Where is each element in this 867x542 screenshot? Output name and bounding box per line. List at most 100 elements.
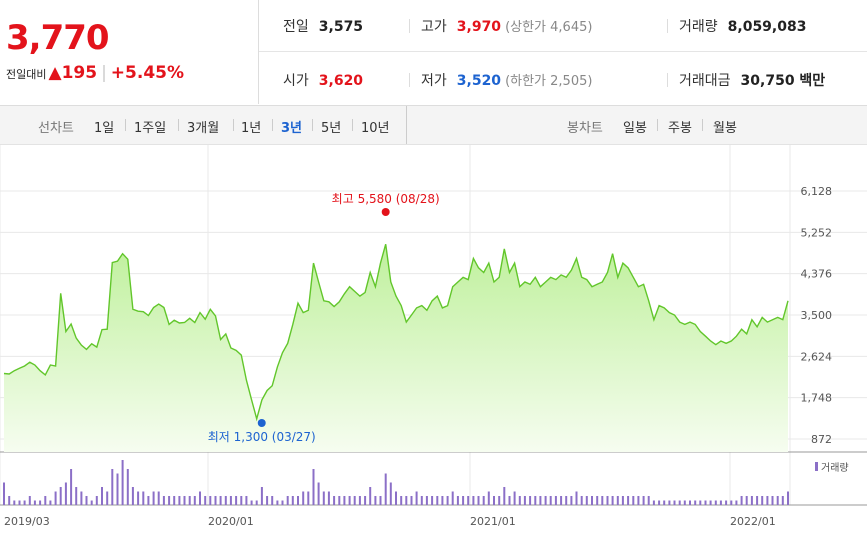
period-1y[interactable]: 1년 bbox=[241, 121, 262, 136]
volume-bar bbox=[39, 500, 42, 505]
chart-toolbar: 선차트 1일 1주일 3개월 1년 3년 5년 10년 봉차트 일봉 주봉 월봉 bbox=[0, 106, 867, 145]
period-3m[interactable]: 3개월 bbox=[187, 121, 220, 136]
volume-bar bbox=[719, 500, 722, 505]
volume-legend: 거래량 bbox=[821, 462, 849, 474]
volume-bar bbox=[735, 500, 738, 505]
volume-bar bbox=[596, 496, 599, 505]
candle-chart-label: 봉차트 bbox=[567, 121, 603, 136]
open-label: 시가 bbox=[283, 73, 309, 89]
volume-bar bbox=[157, 491, 160, 505]
price-line bbox=[3, 244, 789, 422]
volume-bar bbox=[745, 496, 748, 505]
volume-bar bbox=[647, 496, 650, 505]
volume-bar bbox=[276, 500, 279, 505]
min-annotation: 최저 1,300 (03/27) bbox=[208, 430, 316, 444]
candle-daily[interactable]: 일봉 bbox=[623, 121, 647, 136]
volume-bar bbox=[508, 496, 511, 505]
volume-bar bbox=[162, 496, 165, 505]
volume-bar bbox=[534, 496, 537, 505]
volume-bar bbox=[28, 496, 31, 505]
y-tick-label: 6,128 bbox=[801, 185, 833, 198]
volume-bar bbox=[652, 500, 655, 505]
volume-bar bbox=[101, 487, 103, 505]
volume-bar bbox=[255, 500, 258, 505]
volume-bar bbox=[142, 491, 145, 505]
volume-bar bbox=[570, 496, 573, 505]
period-divider bbox=[312, 119, 313, 131]
volume-bar bbox=[395, 491, 397, 505]
volume-bar bbox=[580, 496, 583, 505]
volume-bar bbox=[462, 496, 465, 505]
prev-close-value: 3,575 bbox=[318, 19, 364, 35]
toolbar-section-divider bbox=[406, 106, 407, 144]
candle-weekly[interactable]: 주봉 bbox=[668, 121, 692, 136]
period-divider bbox=[352, 119, 353, 131]
volume-bar bbox=[389, 482, 392, 505]
volume-bar bbox=[80, 491, 83, 505]
period-3y[interactable]: 3년 bbox=[281, 121, 303, 136]
volume-bar bbox=[317, 482, 320, 505]
high-cell: 고가 3,970 (상한가 4,645) bbox=[421, 16, 592, 36]
volume-bar bbox=[766, 496, 769, 505]
volume-bar bbox=[740, 496, 743, 505]
volume-bar bbox=[137, 491, 140, 505]
volume-bar bbox=[209, 496, 212, 505]
volume-bar bbox=[781, 496, 784, 505]
period-divider bbox=[657, 119, 658, 131]
volume-bar bbox=[477, 496, 480, 505]
volume-bar bbox=[554, 496, 557, 505]
volume-bar bbox=[168, 496, 171, 505]
x-axis: 2019/03 2020/01 2021/01 2022/01 bbox=[4, 515, 776, 528]
volume-bar bbox=[18, 500, 21, 505]
volume-bar bbox=[121, 460, 124, 505]
volume-bar bbox=[327, 491, 330, 505]
period-divider bbox=[272, 119, 273, 131]
period-1w[interactable]: 1주일 bbox=[134, 121, 167, 136]
open-value: 3,620 bbox=[318, 73, 364, 89]
stats-separator bbox=[667, 19, 668, 33]
volume-bar bbox=[787, 491, 789, 505]
volume-bar bbox=[312, 469, 315, 505]
volume-bar bbox=[297, 496, 299, 505]
volume-bar bbox=[106, 491, 109, 505]
volume-bar bbox=[54, 491, 57, 505]
quote-header: 3,770 전일대비 ▲195 | +5.45% 전일 3,575 고가 3,970 (상한… bbox=[0, 0, 867, 106]
volume-bar bbox=[379, 496, 382, 505]
change-value: 195 bbox=[61, 63, 98, 83]
volume-bar bbox=[364, 496, 367, 505]
volume-bar bbox=[75, 487, 78, 505]
candle-monthly[interactable]: 월봉 bbox=[713, 121, 737, 136]
volume-bar bbox=[704, 500, 707, 505]
y-tick-label: 5,252 bbox=[801, 226, 833, 239]
volume-bar bbox=[493, 496, 495, 505]
lower-limit: (하한가 2,505) bbox=[505, 74, 593, 89]
volume-bar bbox=[601, 496, 604, 505]
volume-bar bbox=[467, 496, 470, 505]
volume-bar bbox=[627, 496, 630, 505]
volume-cell: 거래량 8,059,083 bbox=[679, 16, 806, 36]
x-tick-label: 2021/01 bbox=[470, 515, 516, 528]
volume-bar bbox=[204, 496, 207, 505]
volume-bar bbox=[266, 496, 269, 505]
volume-bar bbox=[302, 491, 305, 505]
volume-bar bbox=[575, 491, 578, 505]
volume-bar bbox=[245, 496, 248, 505]
volume-bar bbox=[415, 491, 418, 505]
volume-bar bbox=[487, 491, 490, 505]
prev-close-label: 전일 bbox=[283, 19, 309, 35]
volume-bar bbox=[523, 496, 526, 505]
period-10y[interactable]: 10년 bbox=[361, 121, 390, 136]
period-5y[interactable]: 5년 bbox=[321, 121, 342, 136]
period-divider bbox=[702, 119, 703, 131]
period-1d[interactable]: 1일 bbox=[94, 121, 115, 136]
volume-bar bbox=[503, 487, 506, 505]
volume-bar bbox=[714, 500, 717, 505]
volume-bar bbox=[405, 496, 408, 505]
price-area bbox=[4, 244, 788, 452]
volume-bar bbox=[637, 496, 640, 505]
volume-bar bbox=[611, 496, 614, 505]
volume-bar bbox=[761, 496, 764, 505]
volume-bar bbox=[13, 500, 16, 505]
volume-bar bbox=[709, 500, 712, 505]
x-tick-label: 2019/03 bbox=[4, 515, 50, 528]
